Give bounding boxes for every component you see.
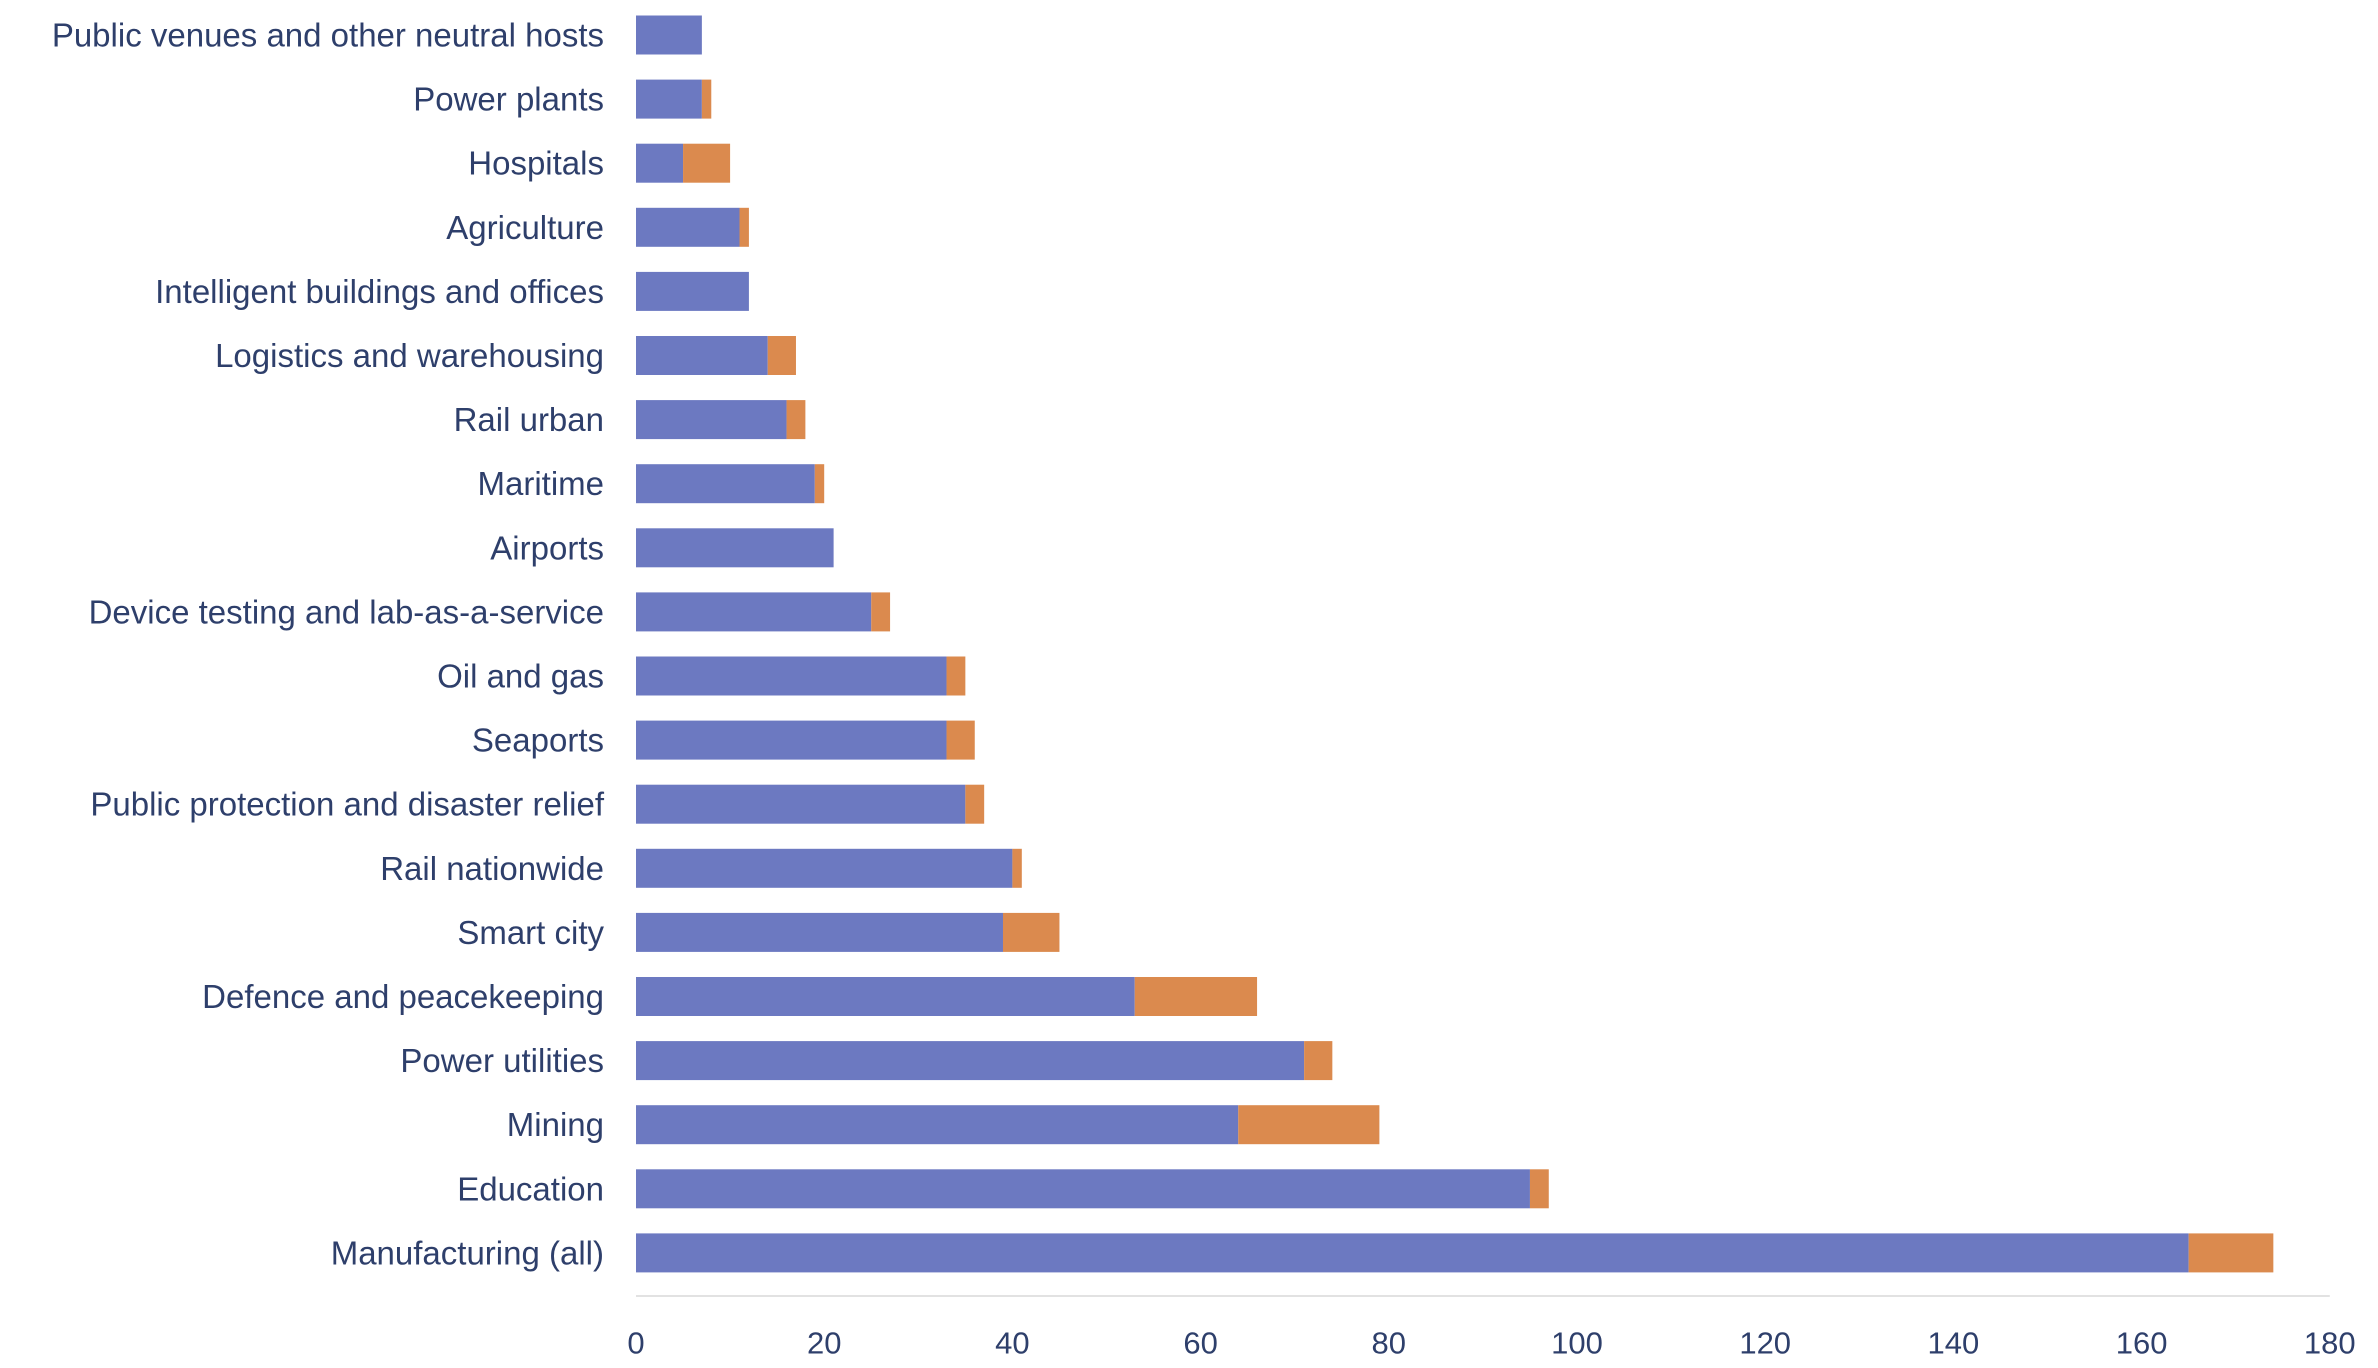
bar-segment-series-1 [636,15,702,55]
category-label: Public venues and other neutral hosts [52,17,604,54]
bar-segment-series-2 [1012,848,1022,888]
category-label: Logistics and warehousing [215,337,604,374]
bar-segment-series-2 [2188,1233,2274,1273]
bar-segment-series-2 [946,656,966,696]
category-label: Maritime [477,465,604,502]
bar-segment-series-1 [636,592,872,632]
bar-segment-series-2 [1529,1169,1549,1209]
x-tick-label: 120 [1739,1326,1791,1361]
x-tick-label: 60 [1183,1326,1217,1361]
bar-segment-series-2 [814,464,825,504]
bar-segment-series-2 [701,79,712,119]
category-label: Oil and gas [437,658,604,695]
bar-segment-series-1 [636,464,815,504]
category-label: Power plants [413,81,604,118]
bar-segment-series-1 [636,720,947,760]
x-tick-label: 140 [1928,1326,1980,1361]
category-label: Agriculture [446,209,604,246]
bar-segment-series-2 [767,336,796,375]
x-axis: 0 20 40 60 80 100 120 140 160 180 [627,1295,2356,1361]
category-label: Device testing and lab-as-a-service [89,593,604,630]
x-tick-label: 40 [995,1326,1029,1361]
bar-segment-series-1 [636,143,684,183]
category-label: Mining [507,1106,604,1143]
bar-segment-series-1 [636,271,749,311]
bar-segment-series-2 [1002,912,1060,952]
x-tick-label: 180 [2304,1326,2356,1361]
bar-segment-series-1 [636,977,1135,1016]
bar-segment-series-2 [1304,1041,1333,1081]
x-tick-label: 0 [627,1326,644,1361]
x-tick-label: 20 [807,1326,841,1361]
bar-segment-series-1 [636,400,787,440]
bar-segment-series-2 [1134,977,1258,1016]
category-labels: Public venues and other neutral hosts Pow… [52,17,605,1272]
bar-segment-series-1 [636,912,1003,952]
bar-segment-series-1 [636,656,947,696]
bar-segment-series-1 [636,207,740,247]
bar-segment-series-2 [1238,1105,1380,1145]
bar-segment-series-2 [786,400,806,440]
bar-segment-series-2 [871,592,891,632]
bar-segment-series-1 [636,1233,2189,1273]
category-label: Manufacturing (all) [331,1234,604,1271]
category-label: Defence and peacekeeping [202,978,604,1015]
category-label: Hospitals [468,145,604,182]
bar-segment-series-2 [739,207,749,247]
category-label: Smart city [457,914,604,951]
x-tick-label: 100 [1551,1326,1603,1361]
bar-segment-series-1 [636,1105,1239,1145]
category-label: Intelligent buildings and offices [155,273,604,310]
bar-segment-series-2 [946,720,975,760]
bar-segment-series-1 [636,784,966,824]
bar-segment-series-1 [636,528,834,568]
bar-segment-series-1 [636,336,768,375]
bars-layer [636,15,2274,1273]
x-tick-label: 80 [1372,1326,1406,1361]
bar-segment-series-1 [636,1169,1530,1209]
bar-segment-series-2 [965,784,985,824]
category-label: Rail nationwide [380,850,604,887]
category-label: Power utilities [400,1042,604,1079]
bar-segment-series-2 [683,143,731,183]
category-label: Education [457,1170,604,1207]
category-label: Public protection and disaster relief [90,786,604,823]
x-tick-label: 160 [2116,1326,2168,1361]
category-label: Rail urban [454,401,604,438]
category-label: Seaports [472,722,604,759]
bar-segment-series-1 [636,848,1013,888]
bar-segment-series-1 [636,1041,1305,1081]
bar-segment-series-1 [636,79,702,119]
category-label: Airports [490,529,604,566]
